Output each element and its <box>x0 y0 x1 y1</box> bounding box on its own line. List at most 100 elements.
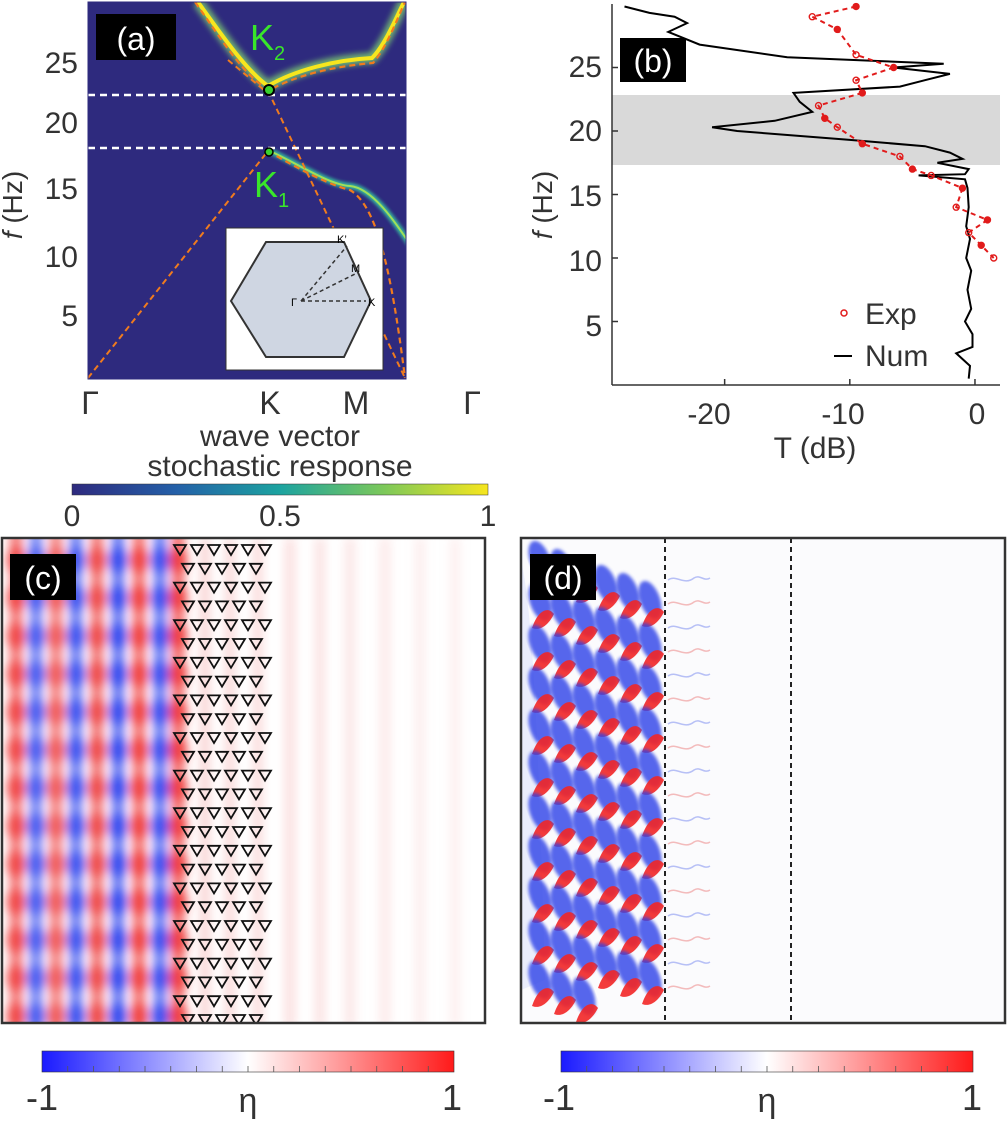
colorbar-d-min: -1 <box>543 1077 575 1118</box>
scatterer-triangle <box>257 769 273 783</box>
scatterer-triangle <box>214 562 230 576</box>
scatterer-triangle <box>240 544 256 557</box>
exp-data-point <box>858 139 867 148</box>
scatterer-triangle <box>214 976 230 990</box>
scatterer-triangle <box>180 976 196 990</box>
legend-exp-marker <box>840 309 848 317</box>
scatterer-triangle <box>240 769 256 783</box>
scatterer-triangle <box>206 581 222 595</box>
exp-data-point <box>889 63 898 72</box>
scatterer-triangle <box>240 957 256 971</box>
scatterer-triangle <box>240 694 256 708</box>
colorbar-c-max: 1 <box>442 1077 462 1118</box>
panel-c-scatterer-lattice <box>172 544 273 1023</box>
scatterer-triangle <box>223 656 239 670</box>
scatterer-triangle <box>240 732 256 745</box>
scatterer-triangle <box>223 882 239 896</box>
panel-c: (c) <box>0 536 487 1025</box>
scatterer-triangle <box>248 750 264 764</box>
k1-point <box>264 147 274 157</box>
scatterer-triangle <box>180 750 196 764</box>
scatterer-triangle <box>231 938 247 952</box>
panel-b-xtick: -20 <box>687 398 730 431</box>
scatterer-triangle <box>214 901 230 914</box>
exp-data-point <box>852 76 860 84</box>
exp-data-point <box>821 114 829 123</box>
panel-a-ytick: 25 <box>45 47 78 80</box>
scatterer-triangle <box>206 694 222 708</box>
scatterer-triangle <box>197 1014 213 1023</box>
scatterer-triangle <box>172 807 188 820</box>
scatterer-triangle <box>257 844 273 858</box>
scatterer-triangle <box>248 562 264 576</box>
scatterer-triangle <box>214 600 230 614</box>
scatterer-triangle <box>223 581 239 595</box>
scatterer-triangle <box>231 750 247 764</box>
scatterer-triangle <box>206 995 222 1008</box>
scatterer-triangle <box>257 920 273 933</box>
scatterer-triangle <box>206 920 222 933</box>
scatterer-triangle <box>180 600 196 614</box>
scatterer-triangle <box>172 619 188 632</box>
panel-b-ytick: 15 <box>569 180 602 213</box>
scatterer-triangle <box>172 694 188 708</box>
scatterer-triangle <box>223 807 239 820</box>
scatterer-triangle <box>214 713 230 726</box>
band-gap-shade <box>612 95 1000 165</box>
scatterer-triangle <box>223 769 239 783</box>
panel-b-ytick: 10 <box>569 245 602 278</box>
scatterer-triangle <box>223 920 239 933</box>
panel-b-ylabel: f (Hz) <box>527 171 558 239</box>
panel-a-xlabel: wave vector <box>199 420 360 453</box>
scatterer-triangle <box>214 826 230 839</box>
scatterer-triangle <box>189 581 205 595</box>
panel-b-legend: Exp Num <box>834 298 928 373</box>
scatterer-triangle <box>223 694 239 708</box>
scatterer-triangle <box>206 619 222 632</box>
scatterer-triangle <box>206 807 222 820</box>
panel-b-ytick: 5 <box>585 310 602 343</box>
colorbar-stochastic-response: stochastic response 0 0.5 1 <box>64 450 497 533</box>
scatterer-triangle <box>257 581 273 595</box>
panel-a-label-box <box>96 14 176 60</box>
scatterer-triangle <box>180 675 196 689</box>
scatterer-triangle <box>189 619 205 632</box>
scatterer-triangle <box>240 619 256 632</box>
panel-b-ticks <box>612 66 976 385</box>
exp-data-point <box>814 101 823 110</box>
scatterer-triangle <box>189 656 205 670</box>
scatterer-triangle <box>172 769 188 783</box>
exp-series-line <box>809 5 995 259</box>
panel-a-label: (a) <box>116 21 155 57</box>
scatterer-triangle <box>248 788 264 802</box>
scatterer-triangle <box>214 675 230 689</box>
scatterer-triangle <box>189 882 205 896</box>
colorbar-top-tick: 0.5 <box>259 500 301 533</box>
panel-d-label: (d) <box>543 560 582 596</box>
scatterer-triangle <box>223 619 239 632</box>
scatterer-triangle <box>180 788 196 802</box>
exp-data-point <box>952 203 960 211</box>
scatterer-triangle <box>248 938 264 952</box>
scatterer-triangle <box>180 638 196 651</box>
scatterer-triangle <box>197 638 213 651</box>
scatterer-triangle <box>206 732 222 745</box>
scatterer-triangle <box>189 544 205 557</box>
panel-d-label-box <box>530 554 596 600</box>
scatterer-triangle <box>197 788 213 802</box>
scatterer-triangle <box>180 863 196 877</box>
exp-data-point <box>908 165 917 173</box>
scatterer-triangle <box>240 807 256 820</box>
brillouin-zone-inset: Γ K M K’ <box>225 227 384 371</box>
scatterer-triangle <box>180 826 196 839</box>
panel-c-frame <box>0 536 487 1025</box>
scatterer-triangle <box>180 713 196 726</box>
scatterer-triangle <box>223 544 239 557</box>
scatterer-triangle <box>197 600 213 614</box>
scatterer-triangle <box>231 863 247 877</box>
scatterer-triangle <box>257 957 273 971</box>
exp-data-point <box>977 241 985 250</box>
scatterer-triangle <box>172 581 188 595</box>
scatterer-triangle <box>189 995 205 1008</box>
colorbar-top-title: stochastic response <box>147 450 412 483</box>
